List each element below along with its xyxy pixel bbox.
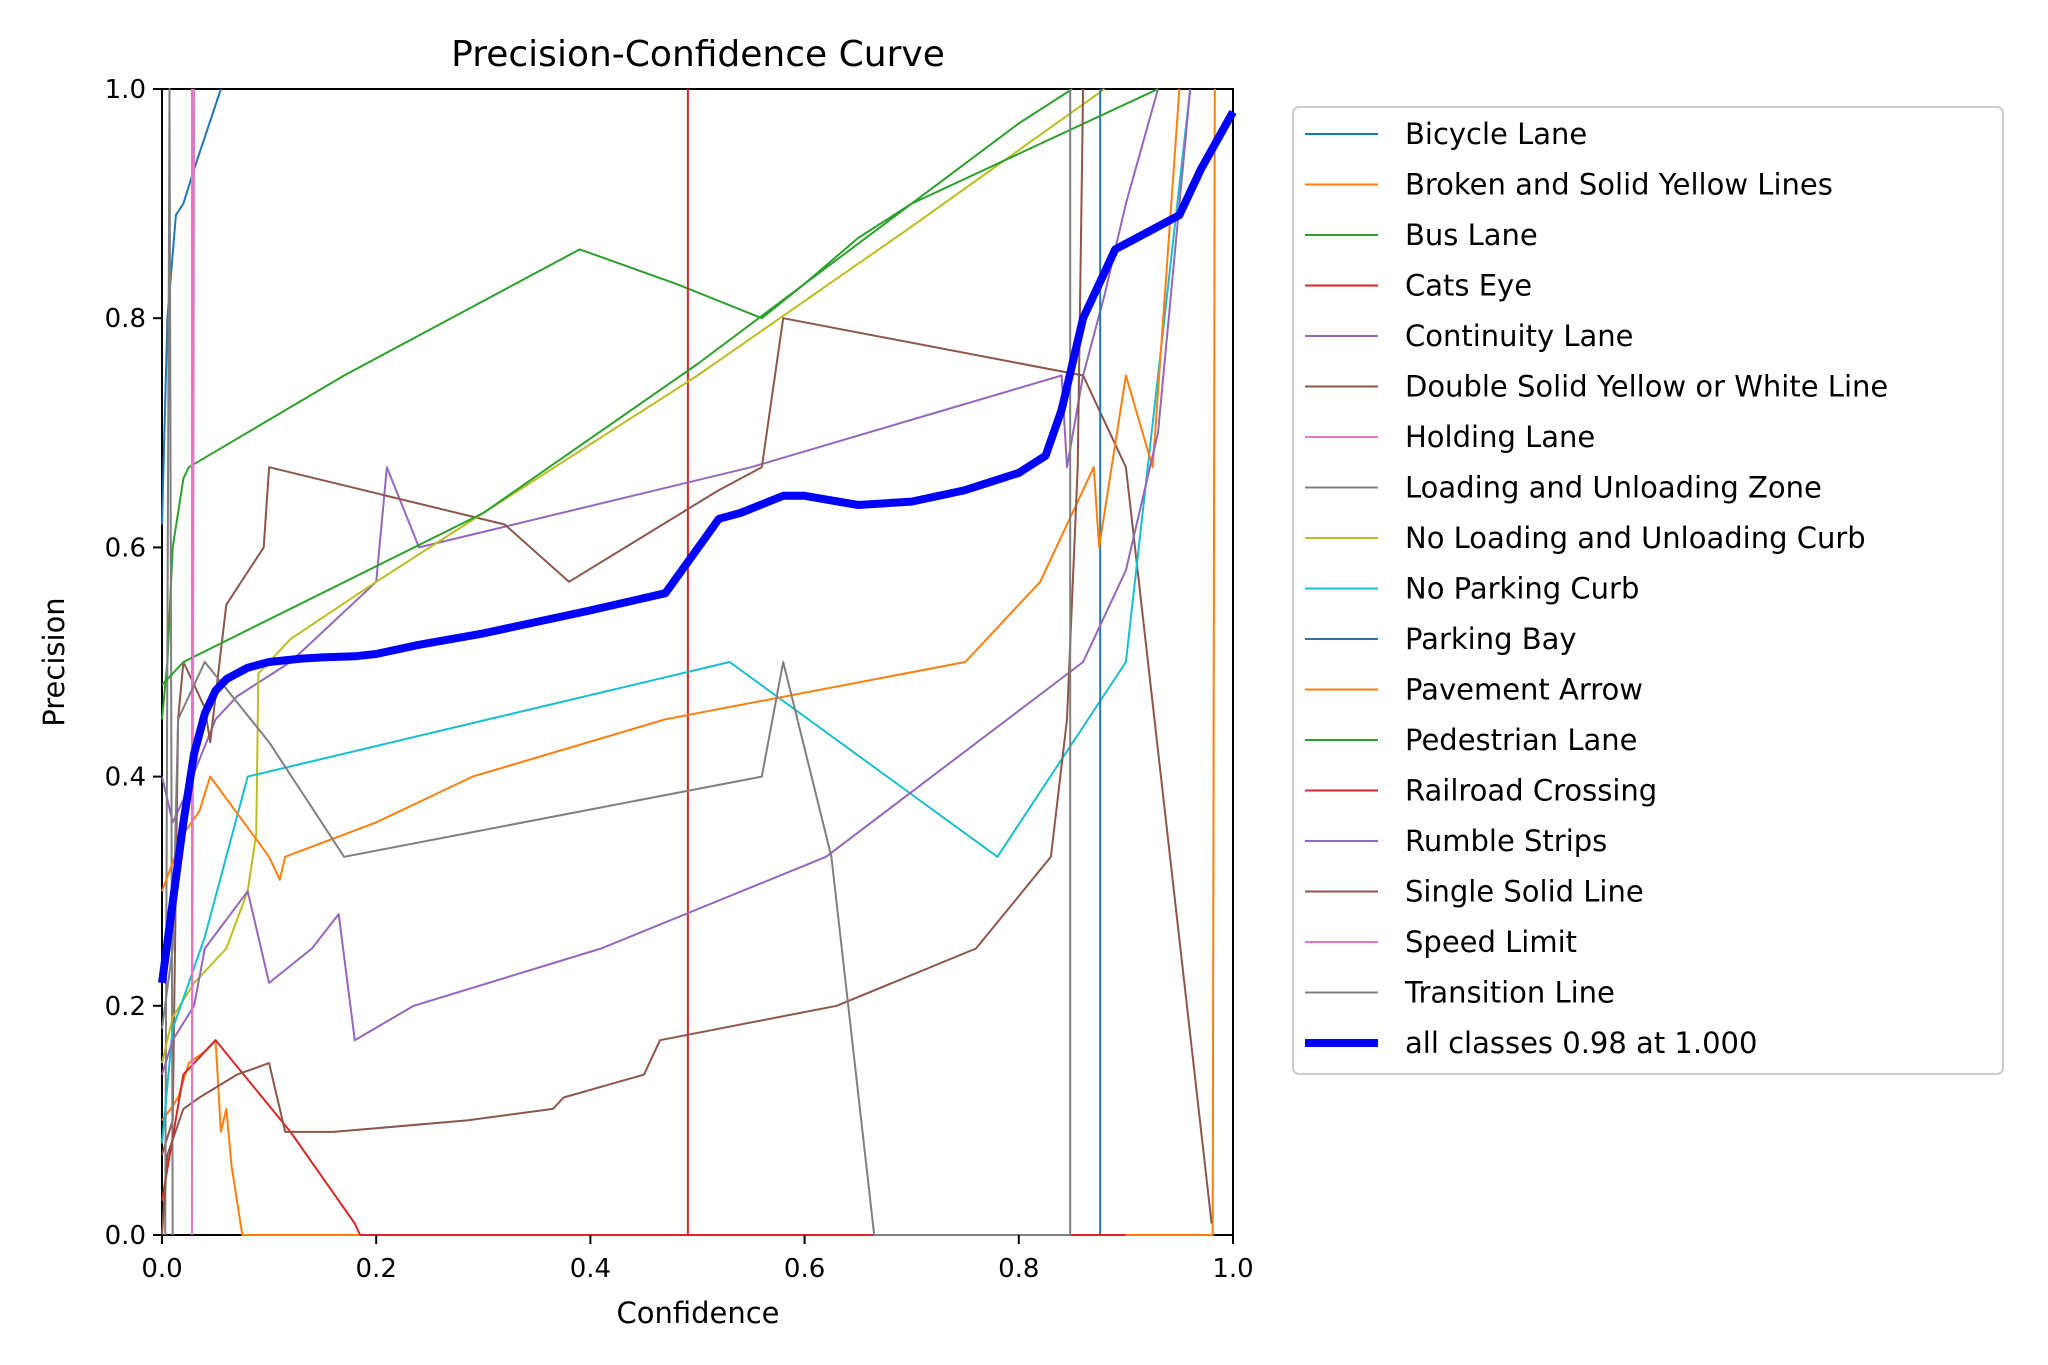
y-tick-label: 0.2 — [105, 992, 146, 1022]
axes-frame — [161, 88, 1234, 1236]
x-tick-label: 1.0 — [1212, 1254, 1253, 1284]
legend-label: Parking Bay — [1405, 622, 1577, 656]
legend-label: Railroad Crossing — [1405, 774, 1657, 808]
series-line-17 — [161, 89, 1072, 1236]
legend-label: Pavement Arrow — [1405, 673, 1643, 707]
series-line-18 — [158, 109, 1237, 984]
y-tick-label: 0.6 — [105, 533, 146, 563]
plot-area: 0.00.0 0.2 0.2 0.4 0.4 0.6 0.6 0.8 0.8 1.0 1.0 — [105, 75, 1254, 1284]
legend-label: Holding Lane — [1405, 420, 1595, 454]
y-tick-label: 0.8 — [105, 304, 146, 334]
y-axis-label: Precision — [37, 597, 71, 726]
legend-label: Loading and Unloading Zone — [1405, 471, 1822, 505]
legend-frame — [1292, 106, 2004, 1075]
series-line-7 — [164, 88, 174, 1236]
series-line-9 — [161, 88, 1192, 1144]
legend: Bicycle Lane Broken and Solid Yellow Line… — [1292, 106, 2004, 1075]
legend-label: Bicycle Lane — [1405, 117, 1587, 151]
series-line-2 — [161, 88, 1073, 720]
x-tick-label: 0.2 — [356, 1254, 397, 1284]
legend-label: No Loading and Unloading Curb — [1405, 521, 1866, 555]
legend-label: Cats Eye — [1405, 269, 1532, 303]
x-tick-label: 0.0 — [141, 1254, 182, 1284]
series-line-16 — [191, 88, 196, 1236]
legend-label: Broken and Solid Yellow Lines — [1405, 168, 1833, 202]
y-tick-label: 1.0 — [105, 75, 146, 105]
x-tick-label: 0.6 — [784, 1254, 825, 1284]
series-line-15 — [161, 88, 1085, 1236]
y-tick-label: 0.4 — [105, 763, 146, 793]
chart-title: Precision-Confidence Curve — [451, 34, 945, 75]
series-line-11 — [161, 88, 1181, 892]
series-line-0 — [161, 88, 222, 525]
series-layer — [158, 88, 1237, 1236]
series-line-13 — [161, 1039, 1126, 1236]
legend-label: Continuity Lane — [1405, 319, 1634, 353]
series-line-8 — [161, 88, 1106, 1064]
legend-label: all classes 0.98 at 1.000 — [1405, 1026, 1757, 1060]
x-tick-label: 0.8 — [998, 1254, 1039, 1284]
legend-items: Bicycle Lane Broken and Solid Yellow Line… — [1305, 117, 1888, 1060]
series-line-14 — [161, 88, 1192, 1075]
x-tick-label: 0.4 — [570, 1254, 611, 1284]
legend-label: Pedestrian Lane — [1405, 723, 1638, 757]
legend-label: Rumble Strips — [1405, 824, 1607, 858]
series-line-5 — [161, 317, 1213, 1224]
x-axis-label: Confidence — [616, 1296, 779, 1330]
legend-label: Speed Limit — [1405, 925, 1577, 959]
legend-label: No Parking Curb — [1405, 572, 1639, 606]
y-tick-label: 0.0 — [105, 1221, 146, 1251]
series-line-12 — [161, 88, 1159, 686]
legend-label: Bus Lane — [1405, 218, 1538, 252]
legend-label: Single Solid Line — [1405, 875, 1644, 909]
legend-label: Transition Line — [1404, 976, 1615, 1010]
axis-ticks: 0.00.0 0.2 0.2 0.4 0.4 0.6 0.6 0.8 0.8 1.0 1.0 — [105, 75, 1254, 1284]
series-line-4 — [161, 88, 1159, 824]
legend-label: Double Solid Yellow or White Line — [1405, 370, 1888, 404]
